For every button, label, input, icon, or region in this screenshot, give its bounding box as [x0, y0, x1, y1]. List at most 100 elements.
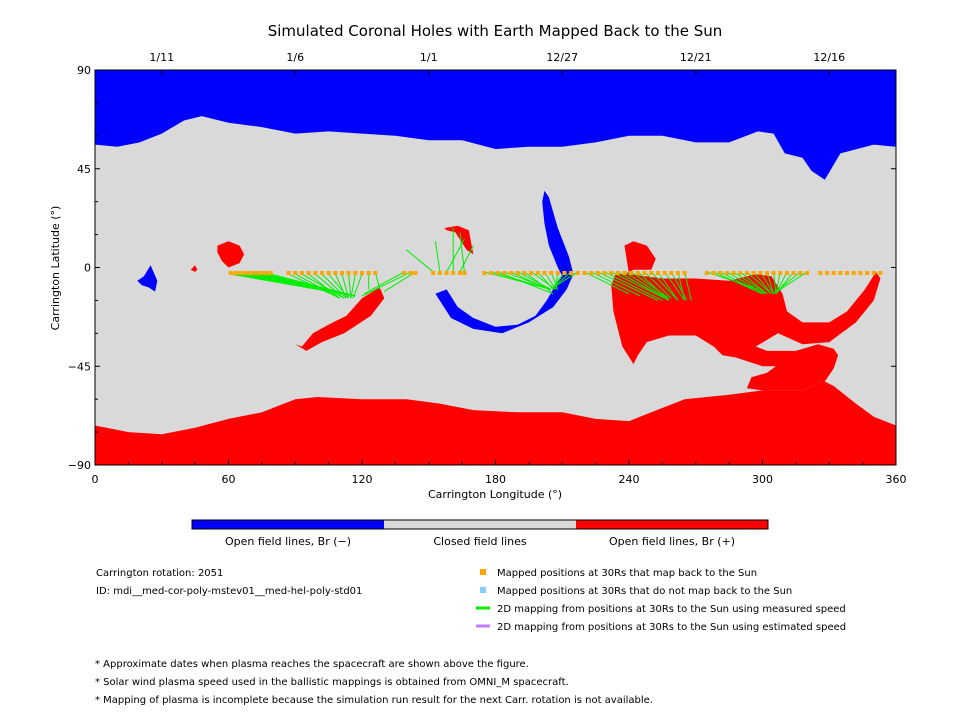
mapped-point-37: [509, 271, 514, 275]
mapped-point-20: [353, 271, 358, 275]
mapping-line-25: [361, 271, 412, 297]
mapped-point-87: [865, 271, 870, 275]
mapped-point-88: [871, 271, 876, 275]
mapping-line-59: [657, 271, 679, 301]
mapped-point-7: [259, 271, 264, 275]
mapping-line-39: [524, 271, 552, 293]
mapping-line-19: [348, 274, 352, 299]
mapping-line-49: [590, 271, 641, 297]
mapped-point-79: [805, 271, 809, 275]
mapped-point-84: [845, 271, 849, 275]
x-tick-label-6: 360: [886, 473, 907, 486]
y-axis: 90 45 0 −45 −90: [68, 64, 896, 472]
y-axis-label: Carrington Latitude (°): [49, 206, 62, 331]
mapped-point-69: [738, 271, 743, 275]
plot-area: [95, 70, 896, 465]
mapped-point-26: [413, 271, 418, 275]
colorbar-closed: [384, 520, 576, 529]
mapping-line-12: [301, 273, 345, 299]
mapped-point-2: [237, 271, 242, 275]
mapping-line-69: [739, 271, 768, 295]
x-tick-label-4: 240: [619, 473, 640, 486]
mapped-point-63: [682, 271, 687, 275]
mapping-line-27: [406, 249, 434, 273]
footnote-dates: * Approximate dates when plasma reaches …: [95, 659, 529, 670]
mapped-point-41: [535, 271, 540, 275]
mapped-point-89: [878, 271, 883, 275]
mapped-point-66: [718, 271, 723, 275]
mapped-point-4: [246, 271, 251, 275]
x-tick-label-2: 120: [352, 473, 373, 486]
mapping-line-54: [624, 271, 668, 299]
colorbar-label-closed: Closed field lines: [433, 535, 527, 548]
mapping-line-62: [677, 271, 686, 301]
top-date-label-1: 1/6: [286, 51, 304, 64]
mapping-line-71: [753, 271, 772, 295]
mapped-point-65: [711, 271, 716, 275]
mapped-point-43: [549, 271, 554, 275]
mapped-point-83: [838, 271, 843, 275]
footnote-speed: * Solar wind plasma speed used in the ba…: [95, 677, 569, 688]
y-tick-label-0: 90: [77, 64, 91, 77]
top-date-label-0: 1/11: [149, 51, 174, 64]
mapping-line-78: [773, 271, 801, 295]
colorbar-negative: [192, 520, 384, 529]
mapping-line-66: [719, 271, 763, 295]
region-hole-pos-lon55-60: [217, 241, 245, 268]
mapped-point-5: [251, 271, 255, 275]
mapped-point-52: [609, 271, 614, 275]
mapping-line-51: [604, 271, 663, 301]
mapping-line-16: [328, 273, 349, 299]
legend: Mapped positions at 30Rs that map back t…: [476, 568, 846, 633]
mapped-point-1: [233, 271, 238, 275]
mapped-point-32: [462, 271, 467, 275]
chart-title: Simulated Coronal Holes with Earth Mappe…: [268, 22, 723, 40]
region-south-polar-hole-positive: [95, 381, 896, 465]
mapped-point-68: [731, 271, 736, 275]
mapping-line-52: [610, 271, 665, 299]
mapping-line-21: [352, 273, 363, 299]
mapping-line-32: [459, 232, 465, 272]
footnotes: * Approximate dates when plasma reaches …: [95, 656, 653, 710]
run-id: ID: mdi__med-cor-poly-mstev01__med-hel-p…: [96, 586, 362, 597]
mapped-point-39: [522, 271, 527, 275]
mapping-line-63: [684, 271, 692, 301]
open-field-regions: [95, 70, 896, 465]
mapping-line-53: [617, 271, 670, 301]
mapped-point-33: [482, 271, 487, 275]
mapped-point-72: [758, 271, 763, 275]
mapping-line-73: [766, 271, 775, 294]
mapped-point-8: [264, 271, 269, 275]
region-hole-pos-lon90-130: [295, 287, 385, 351]
colorbar: Open field lines, Br (−) Closed field li…: [191, 519, 769, 548]
x-axis: 0 60 120 180 240 300 360: [92, 460, 907, 486]
mapped-point-73: [765, 271, 769, 275]
region-hole-neg-lon20: [137, 265, 158, 292]
mapping-line-47: [553, 271, 579, 288]
y-tick-label-3: −45: [68, 360, 91, 373]
mapped-point-61: [669, 271, 674, 275]
mapping-line-57: [644, 271, 672, 299]
colorbar-label-positive: Open field lines, Br (+): [609, 535, 735, 548]
mapping-line-46: [552, 271, 572, 288]
legend-measured-label: 2D mapping from positions at 30Rs to the…: [497, 604, 846, 615]
mapped-point-24: [402, 271, 407, 275]
mapping-line-20: [350, 274, 356, 299]
mapping-line-50: [597, 271, 659, 301]
legend-mapped-label: Mapped positions at 30Rs that map back t…: [497, 568, 757, 579]
mapped-point-82: [831, 271, 836, 275]
mapped-point-9: [268, 271, 273, 275]
mapped-point-78: [798, 271, 803, 275]
mapped-point-51: [602, 271, 607, 275]
mapping-line-11: [295, 273, 341, 299]
x-tick-label-5: 300: [752, 473, 773, 486]
mapped-point-34: [489, 271, 494, 275]
mapped-point-77: [791, 271, 796, 275]
legend-unmapped-label: Mapped positions at 30Rs that do not map…: [497, 586, 792, 597]
mapped-point-81: [825, 271, 829, 275]
mapped-point-35: [495, 271, 500, 275]
mapped-point-38: [515, 271, 520, 275]
mapped-point-19: [346, 271, 351, 275]
mapping-line-9: [270, 273, 356, 297]
